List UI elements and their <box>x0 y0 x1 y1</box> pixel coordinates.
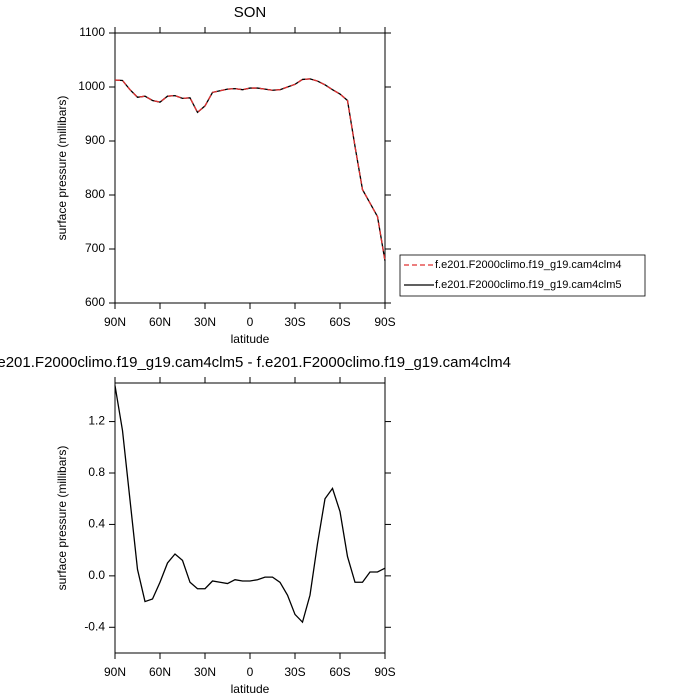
x-tick-label: 0 <box>247 315 254 329</box>
legend-label: f.e201.F2000climo.f19_g19.cam4clm4 <box>435 259 622 271</box>
y-tick-label: 1000 <box>78 79 105 93</box>
y-tick-label: 0.4 <box>88 517 105 531</box>
x-tick-label: 90S <box>374 665 395 679</box>
x-tick-label: 90S <box>374 315 395 329</box>
x-axis-label: latitude <box>231 682 270 696</box>
y-tick-label: 1.2 <box>88 414 105 428</box>
y-tick-label: 800 <box>85 187 105 201</box>
x-tick-label: 60S <box>329 315 350 329</box>
x-axis-label: latitude <box>231 332 270 346</box>
data-line <box>114 78 386 261</box>
x-tick-label: 60S <box>329 665 350 679</box>
plot-frame <box>114 382 386 654</box>
legend-box <box>399 254 646 297</box>
x-tick-label: 30S <box>284 315 305 329</box>
y-axis-label: surface pressure (millibars) <box>55 446 69 591</box>
x-tick-label: 30N <box>194 665 216 679</box>
y-axis-label: surface pressure (millibars) <box>55 96 69 241</box>
x-tick-label: 60N <box>149 665 171 679</box>
y-tick-label: -0.4 <box>84 619 105 633</box>
x-tick-label: 30S <box>284 665 305 679</box>
chart-title: SON <box>234 4 267 21</box>
plot-frame <box>114 32 386 304</box>
y-tick-label: 600 <box>85 295 105 309</box>
x-tick-label: 0 <box>247 665 254 679</box>
x-tick-label: 90N <box>104 315 126 329</box>
data-line <box>114 385 386 624</box>
y-tick-label: 1100 <box>79 25 105 39</box>
y-tick-label: 0.0 <box>88 568 105 582</box>
legend-label: f.e201.F2000climo.f19_g19.cam4clm5 <box>435 279 622 291</box>
chart-title: f.e201.F2000climo.f19_g19.cam4clm5 - f.e… <box>0 354 511 371</box>
y-tick-label: 900 <box>85 133 105 147</box>
data-line <box>114 78 386 261</box>
y-tick-label: 700 <box>85 241 105 255</box>
x-tick-label: 30N <box>194 315 216 329</box>
y-tick-label: 0.8 <box>88 465 105 479</box>
x-tick-label: 60N <box>149 315 171 329</box>
x-tick-label: 90N <box>104 665 126 679</box>
